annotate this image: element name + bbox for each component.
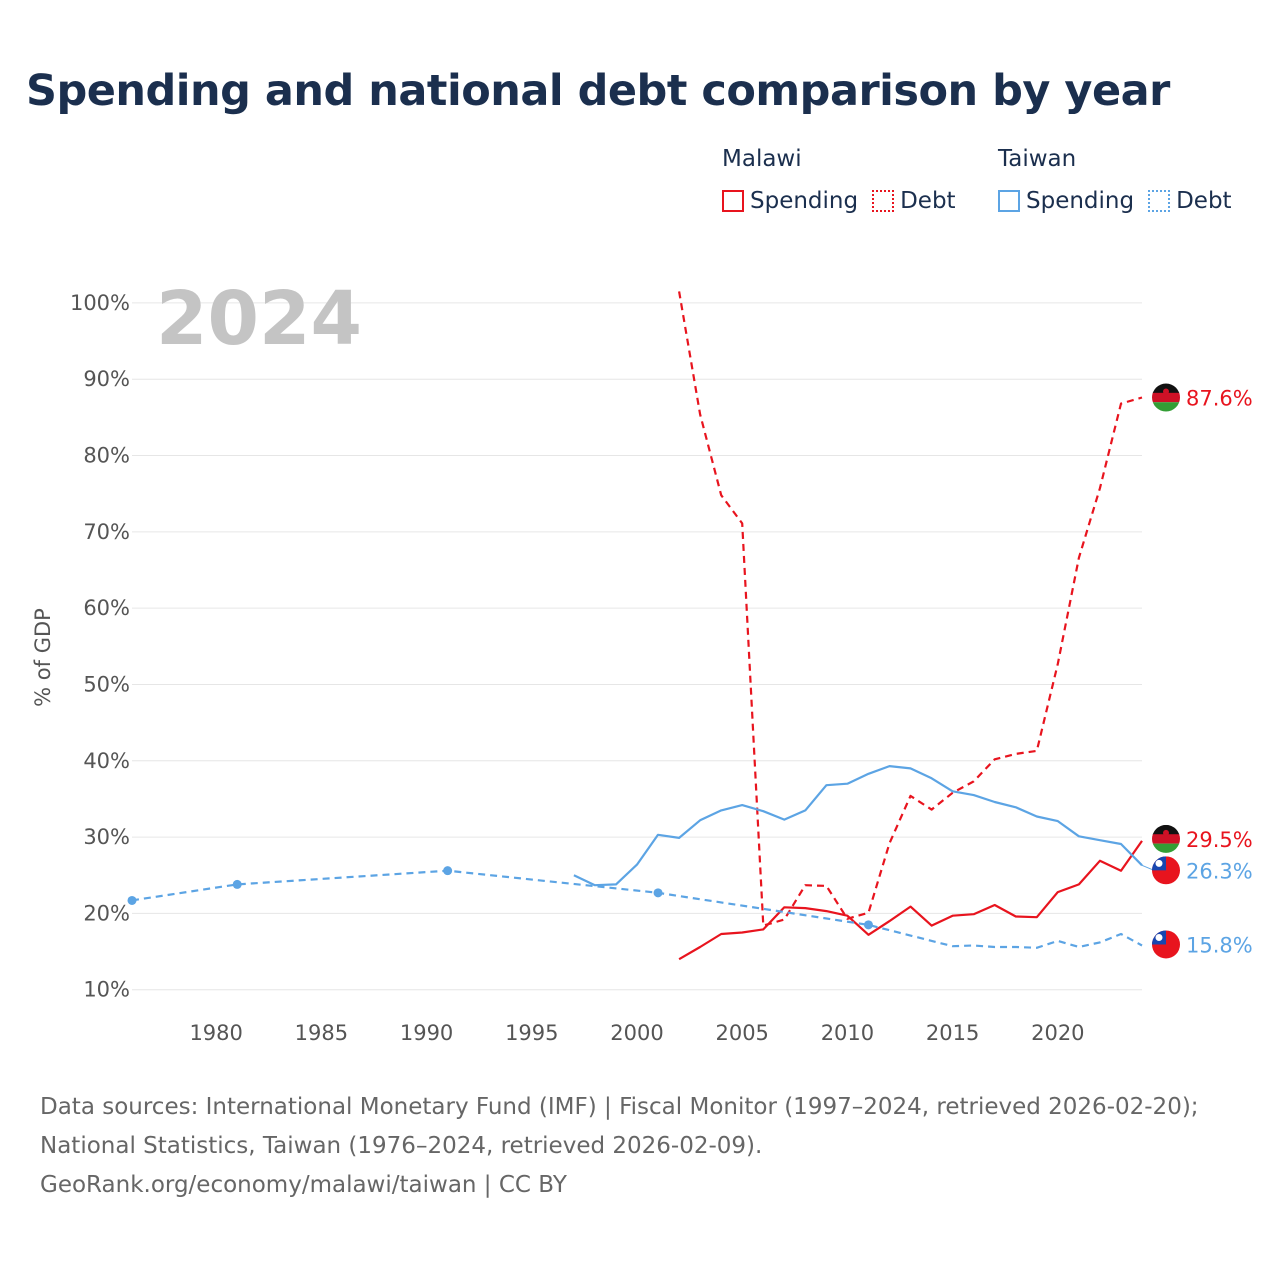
taiwan-debt-point [653, 888, 663, 898]
y-tick-label: 50% [83, 672, 130, 696]
legend-item-malawi-spending[interactable]: Spending [722, 188, 858, 214]
x-tick-label: 2020 [1031, 1021, 1084, 1045]
x-tick-label: 1985 [295, 1021, 348, 1045]
legend-item-taiwan-spending[interactable]: Spending [998, 188, 1134, 214]
y-tick-label: 40% [83, 749, 130, 773]
legend-swatch-solid [722, 190, 744, 212]
taiwan-debt-point [232, 879, 242, 889]
legend-item-malawi-debt[interactable]: Debt [872, 188, 956, 214]
y-tick-label: 60% [83, 596, 130, 620]
x-tick-label: 1980 [189, 1021, 242, 1045]
chart-title: Spending and national debt comparison by… [26, 66, 1170, 116]
legend-label: Debt [900, 188, 956, 214]
taiwan-spending-line [573, 764, 1143, 887]
legend-label: Spending [1026, 188, 1135, 214]
data-sources: Data sources: International Monetary Fun… [40, 1088, 1199, 1205]
end-value-label: 87.6% [1186, 387, 1253, 411]
taiwan-debt-point [443, 866, 453, 876]
y-tick-label: 20% [83, 901, 130, 925]
x-tick-label: 1990 [400, 1021, 453, 1045]
malawi-debt-line [678, 291, 1143, 927]
malawi-spending-line [678, 840, 1143, 961]
y-tick-label: 90% [83, 367, 130, 391]
y-tick-label: 30% [83, 825, 130, 849]
end-label-connector [1141, 864, 1155, 871]
x-tick-label: 2005 [715, 1021, 768, 1045]
year-watermark: 2024 [156, 276, 362, 362]
malawi-flag-icon [1152, 824, 1180, 853]
end-value-label: 26.3% [1186, 859, 1253, 883]
end-value-label: 15.8% [1186, 933, 1253, 957]
y-tick-label: 100% [70, 291, 130, 315]
taiwan-debt-line [131, 869, 1143, 949]
x-tick-label: 2015 [926, 1021, 979, 1045]
x-tick-label: 2010 [821, 1021, 874, 1045]
y-axis-label: % of GDP [31, 608, 55, 707]
y-tick-label: 70% [83, 520, 130, 544]
end-value-label: 29.5% [1186, 828, 1253, 852]
legend-item-taiwan-debt[interactable]: Debt [1148, 188, 1232, 214]
legend-swatch-solid [998, 190, 1020, 212]
y-tick-label: 10% [83, 978, 130, 1002]
legend-swatch-dotted [872, 190, 895, 212]
y-tick-label: 80% [83, 444, 130, 468]
taiwan-flag-icon [1152, 930, 1180, 959]
malawi-flag-icon [1152, 383, 1180, 412]
sources-line: Data sources: International Monetary Fun… [40, 1094, 1199, 1120]
legend-group-taiwan: Taiwan Spending Debt [998, 146, 1246, 214]
sources-line: National Statistics, Taiwan (1976–2024, … [40, 1133, 763, 1159]
legend-label: Debt [1176, 188, 1232, 214]
sources-line: GeoRank.org/economy/malawi/taiwan | CC B… [40, 1172, 567, 1198]
legend-group-malawi: Malawi Spending Debt [722, 146, 970, 214]
taiwan-flag-icon [1152, 856, 1180, 885]
x-tick-label: 1995 [505, 1021, 558, 1045]
legend-label: Spending [750, 188, 859, 214]
legend-swatch-dotted [1148, 190, 1171, 212]
legend-group-name: Taiwan [998, 146, 1077, 172]
taiwan-debt-point [127, 895, 137, 905]
x-tick-label: 2000 [610, 1021, 663, 1045]
legend-group-name: Malawi [722, 146, 802, 172]
taiwan-debt-point [863, 920, 873, 930]
